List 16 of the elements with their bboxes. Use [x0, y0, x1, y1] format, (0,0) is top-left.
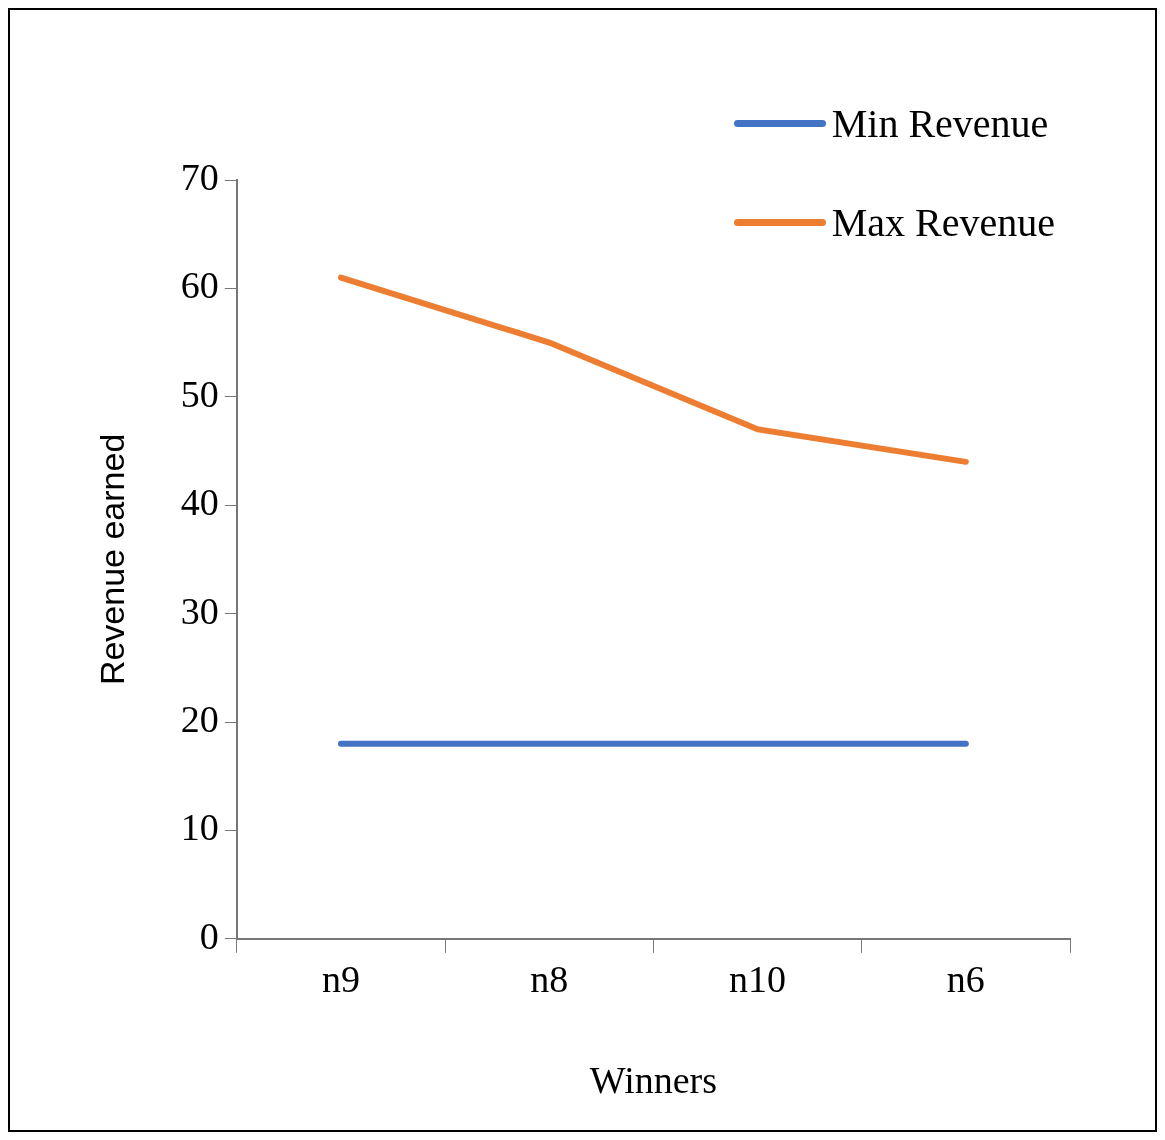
legend-label: Max Revenue: [831, 199, 1055, 246]
y-tick-label: 0: [199, 914, 219, 957]
y-tick-label: 50: [180, 372, 219, 415]
y-tick-label: 60: [180, 264, 219, 307]
y-tick-label: 20: [180, 697, 219, 740]
legend-label: Min Revenue: [831, 100, 1049, 147]
y-tick-label: 40: [180, 481, 219, 524]
x-tick-label: n10: [729, 957, 787, 1000]
y-axis-title: Revenue earned: [92, 433, 131, 686]
y-tick-label: 30: [180, 589, 219, 632]
x-tick-label: n6: [946, 957, 985, 1000]
x-tick-label: n9: [321, 957, 360, 1000]
y-tick-label: 10: [180, 806, 219, 849]
y-tick-label: 70: [180, 155, 219, 198]
x-axis-title: Winners: [589, 1059, 718, 1102]
x-tick-label: n8: [530, 957, 569, 1000]
